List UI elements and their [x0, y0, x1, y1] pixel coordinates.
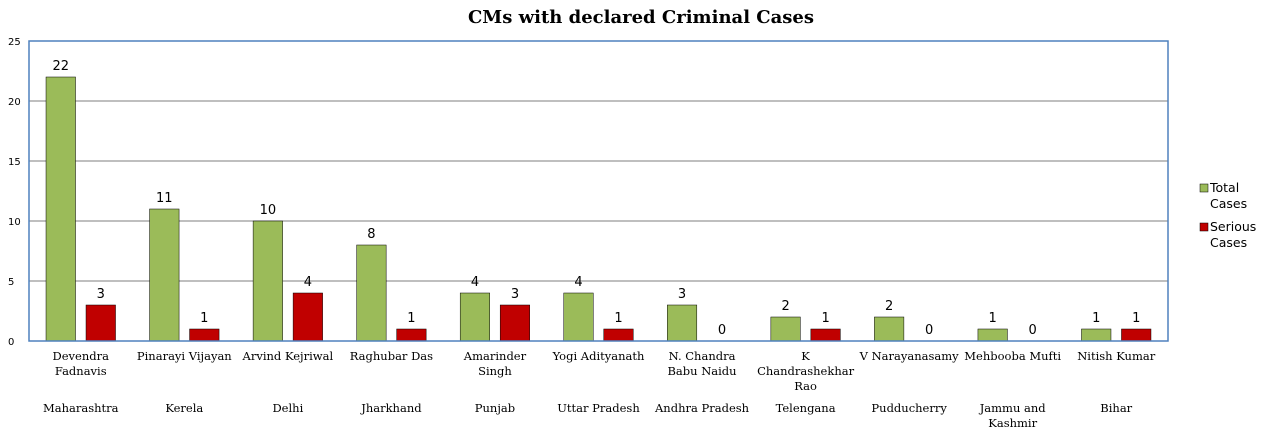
- state-label: Kerela: [165, 401, 203, 415]
- category-label: K: [801, 349, 810, 363]
- data-label: 3: [97, 287, 105, 302]
- category-label: Rao: [794, 379, 817, 393]
- serious-cases-bar: [603, 328, 634, 342]
- state-label: Jammu and: [979, 401, 1047, 415]
- y-tick-label: 0: [8, 337, 14, 348]
- y-tick-label: 15: [8, 157, 21, 168]
- total-cases-bar: [874, 316, 905, 342]
- data-label: 1: [989, 311, 997, 326]
- data-label: 0: [925, 323, 933, 338]
- chart-title: CMs with declared Criminal Cases: [468, 7, 814, 28]
- state-label: Telengana: [776, 401, 836, 415]
- x-state-labels: Maharashtra Kerela Delhi Jharkhand Punjab Utt…: [43, 401, 1133, 430]
- y-tick-label: 10: [8, 217, 21, 228]
- category-label: Chandrashekhar: [757, 364, 855, 378]
- category-label: Mehbooba Mufti: [964, 349, 1061, 363]
- total-cases-bar: [459, 292, 490, 342]
- category-label: Devendra: [53, 349, 110, 363]
- category-label: Babu Naidu: [667, 364, 736, 378]
- total-cases-bar: [563, 292, 594, 342]
- category-label: Arvind Kejriwal: [242, 349, 334, 363]
- state-label: Punjab: [475, 401, 515, 415]
- data-label: 4: [574, 275, 582, 290]
- category-label: N. Chandra: [669, 349, 736, 363]
- data-label: 1: [1132, 311, 1140, 326]
- total-cases-bar: [149, 208, 180, 342]
- data-label: 0: [718, 323, 726, 338]
- state-label: Pudducherry: [871, 401, 947, 415]
- category-label: Nitish Kumar: [1077, 349, 1156, 363]
- data-label: 22: [52, 59, 69, 74]
- plot-area-border: [28, 40, 1169, 342]
- serious-cases-bar: [85, 304, 116, 342]
- data-label: 1: [1092, 311, 1100, 326]
- total-cases-bar: [45, 76, 76, 342]
- data-label: 10: [260, 203, 277, 218]
- y-tick-label: 5: [8, 277, 14, 288]
- state-label: Bihar: [1100, 401, 1132, 415]
- data-label: 1: [407, 311, 415, 326]
- data-label: 8: [367, 227, 375, 242]
- category-label: Yogi Adityanath: [552, 349, 645, 363]
- serious-cases-bar: [810, 328, 841, 342]
- legend-label: Serious: [1210, 219, 1256, 234]
- total-cases-bar: [356, 244, 387, 342]
- data-label: 2: [885, 299, 893, 314]
- data-label: 1: [821, 311, 829, 326]
- data-label: 1: [200, 311, 208, 326]
- category-label: Pinarayi Vijayan: [137, 349, 232, 363]
- gridlines: [29, 100, 1168, 282]
- legend-label: Cases: [1210, 196, 1247, 211]
- data-label: 3: [678, 287, 686, 302]
- category-label: Fadnavis: [55, 364, 107, 378]
- total-cases-bar: [667, 304, 698, 342]
- category-label: V Narayanasamy: [859, 349, 960, 363]
- legend-label: Total: [1209, 180, 1239, 195]
- category-label: Singh: [478, 364, 512, 378]
- category-label: Raghubar Das: [350, 349, 433, 363]
- state-label: Maharashtra: [43, 401, 119, 415]
- state-label: Kashmir: [988, 416, 1037, 430]
- total-cases-bar: [770, 316, 801, 342]
- data-label: 0: [1029, 323, 1037, 338]
- y-tick-label: 25: [8, 37, 21, 48]
- data-label: 4: [471, 275, 479, 290]
- total-cases-bar: [252, 220, 283, 342]
- category-label: Amarinder: [463, 349, 527, 363]
- total-cases-bar: [1081, 328, 1112, 342]
- serious-cases-bar: [292, 292, 323, 342]
- total-cases-bar: [977, 328, 1008, 342]
- serious-cases-bar: [396, 328, 427, 342]
- data-label: 2: [781, 299, 789, 314]
- legend-swatch-serious: [1199, 222, 1209, 232]
- data-label: 4: [304, 275, 312, 290]
- state-label: Delhi: [272, 401, 303, 415]
- serious-cases-bar: [1121, 328, 1152, 342]
- y-tick-label: 20: [8, 97, 21, 108]
- state-label: Uttar Pradesh: [557, 401, 640, 415]
- state-label: Andhra Pradesh: [654, 401, 750, 415]
- serious-cases-bar: [499, 304, 530, 342]
- state-label: Jharkhand: [360, 401, 422, 415]
- y-axis-ticks: 0 5 10 15 20 25: [8, 37, 21, 348]
- data-label: 1: [614, 311, 622, 326]
- legend-label: Cases: [1210, 235, 1247, 250]
- legend-swatch-total: [1199, 183, 1209, 193]
- data-label: 3: [511, 287, 519, 302]
- data-label: 11: [156, 191, 173, 206]
- bars: [45, 76, 1152, 342]
- serious-cases-bar: [189, 328, 220, 342]
